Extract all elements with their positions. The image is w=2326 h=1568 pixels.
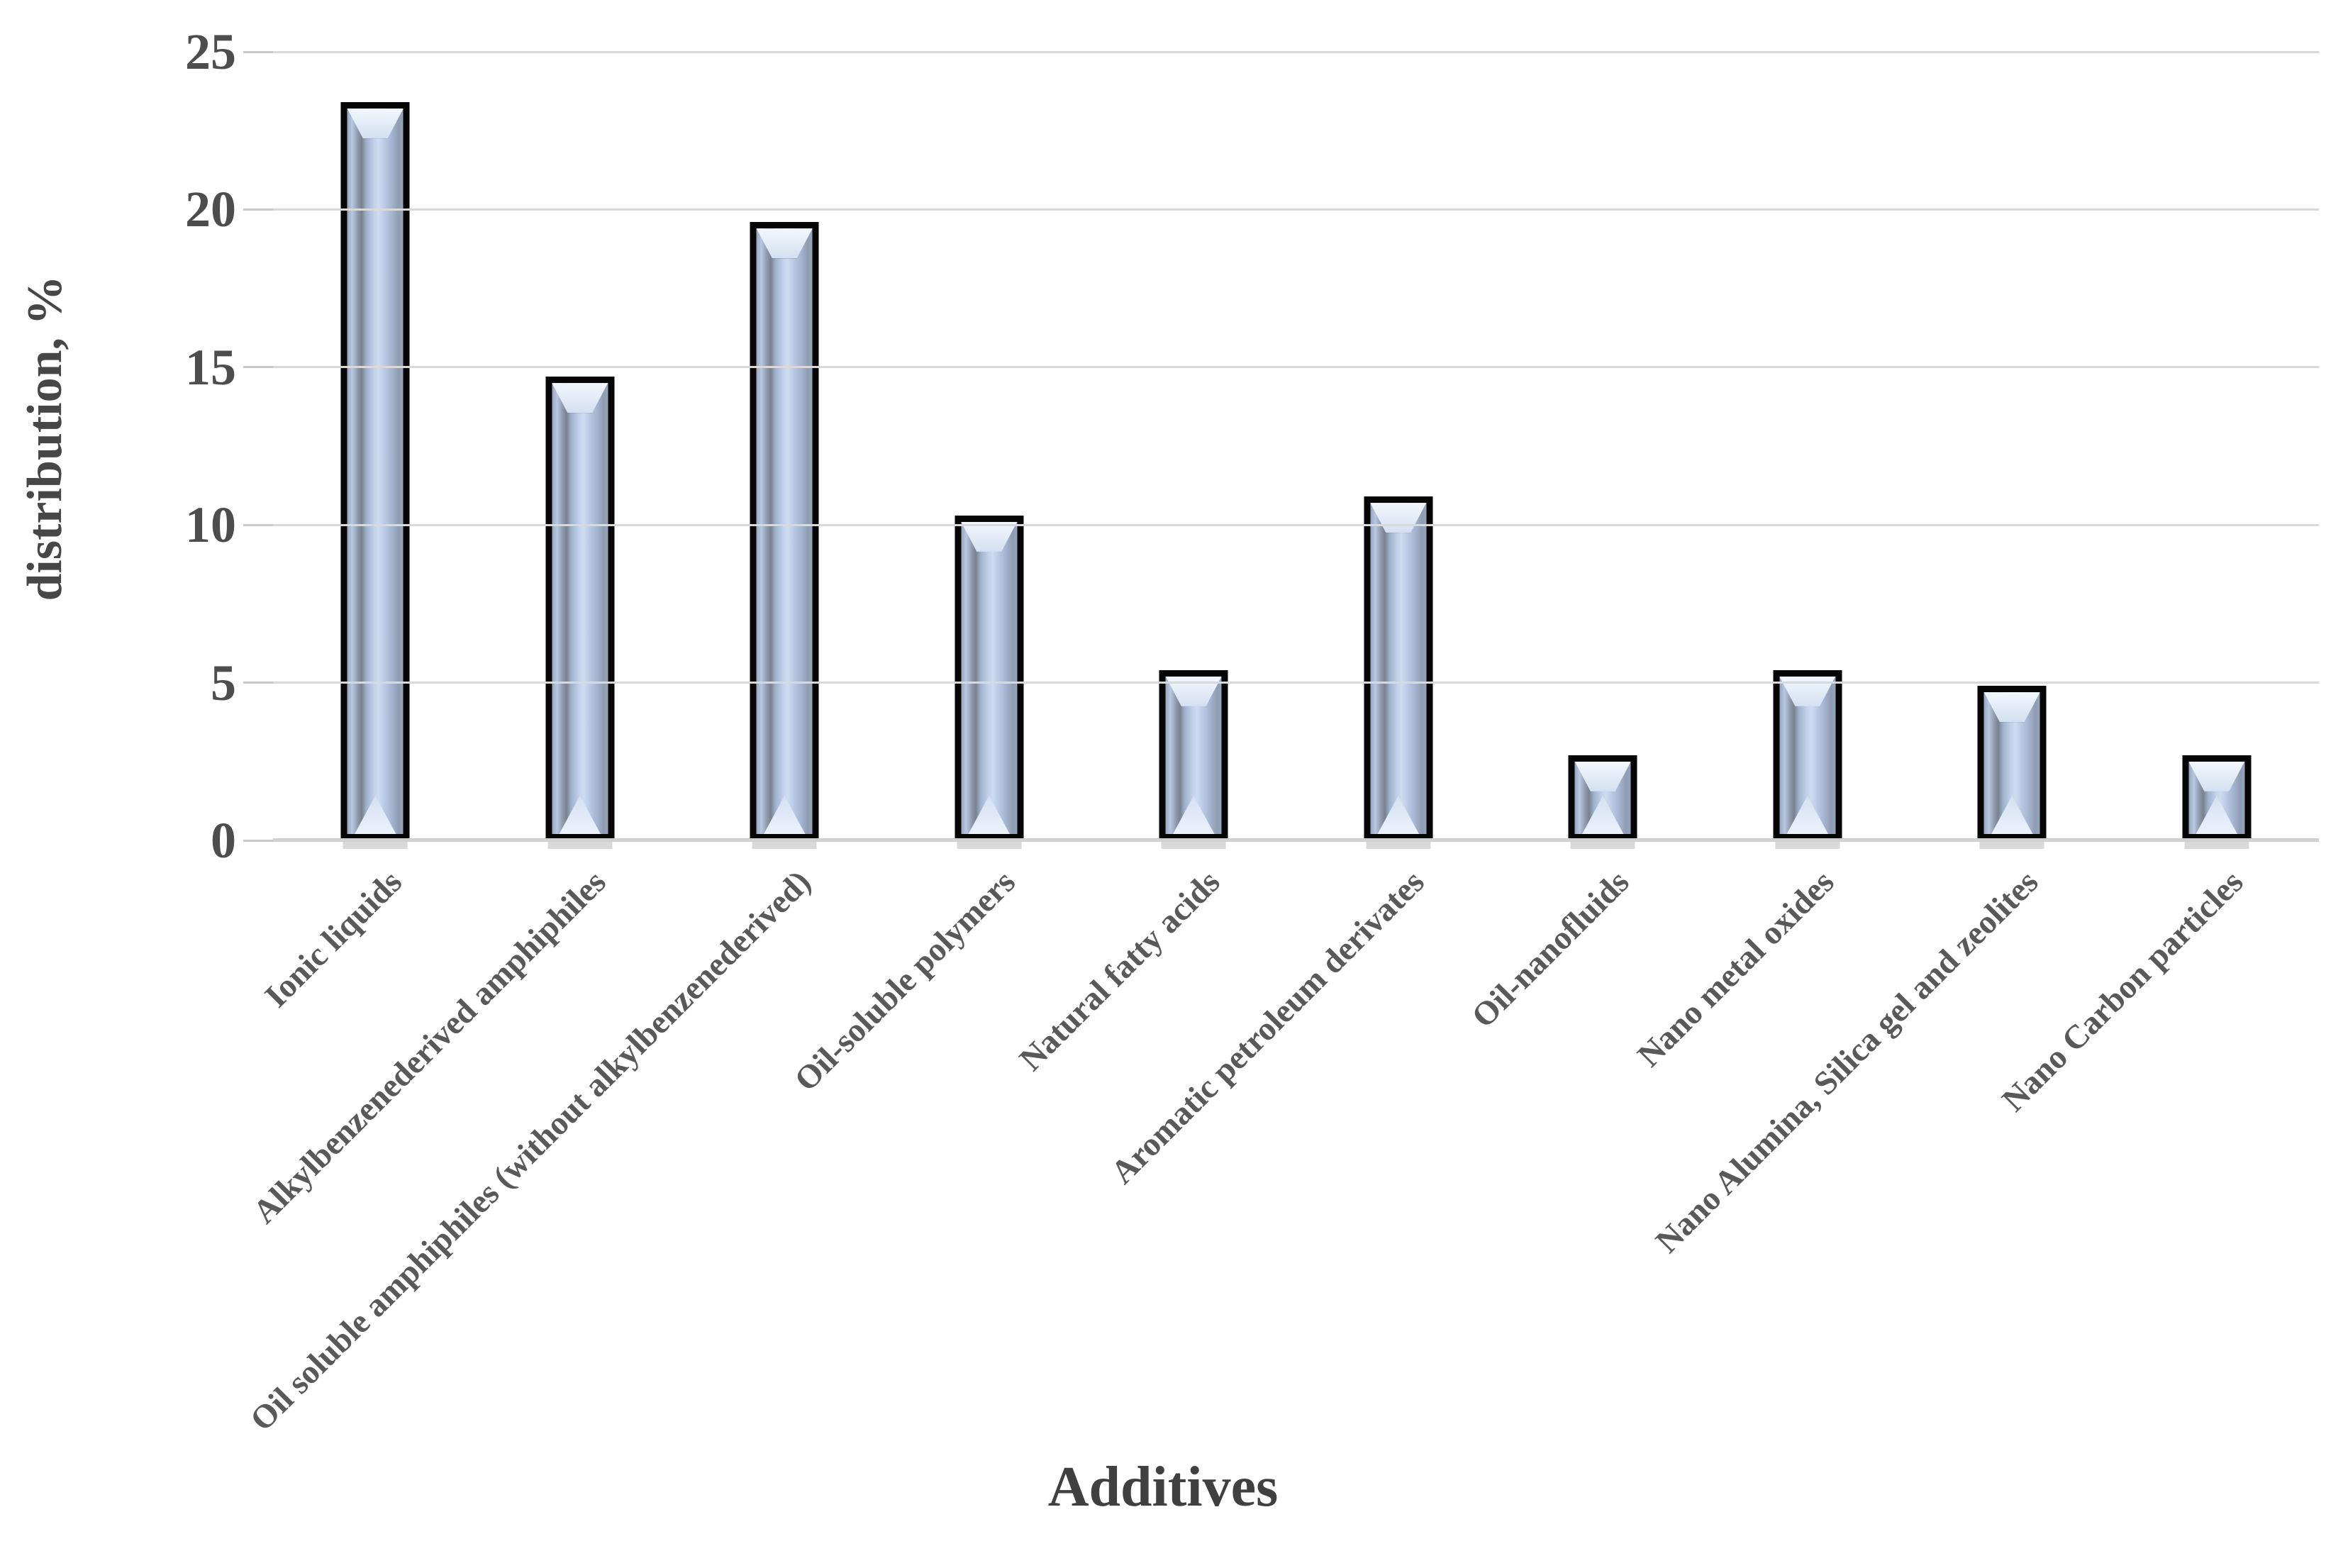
category-label: Natural fatty acids [1012,863,1228,1079]
gridline [273,50,2319,53]
bar [1773,669,1842,840]
y-tick-label: 5 [211,654,236,711]
category-label: Alkylbenzenederived amphiphiles [246,863,614,1231]
y-tick-mark [243,523,273,526]
y-tick-mark [243,682,273,684]
gridline [273,208,2319,211]
category-slot: Alkylbenzenederived amphiphiles [246,52,683,1230]
y-tick-label: 10 [185,496,236,554]
category-label: Oil-nanofluids [1464,863,1637,1035]
gridline [273,682,2319,684]
bar [1364,496,1433,840]
bar [1977,686,2047,840]
bars-container: Ionic liquids Alkylbenzenederived amphiph… [243,52,2320,1438]
category-label: Nano Alumina, Silica gel and zeolites [1649,863,2046,1260]
bar [1159,669,1228,840]
y-tick-label: 20 [185,181,236,238]
category-label: Ionic liquids [257,863,409,1015]
bar [2182,755,2252,840]
gridline [273,523,2319,526]
category-slot: Aromatic petroleum derivates [1104,52,1501,1191]
bar [1568,755,1637,840]
category-slot: Ionic liquids [257,52,478,1015]
gridline [273,366,2319,369]
category-slot: Oil-nanofluids [1465,52,1705,1035]
x-axis-title: Additives [1047,1456,1279,1518]
bar [955,515,1024,840]
category-label: Nano metal oxides [1630,863,1842,1074]
y-tick-mark [243,839,273,842]
category-slot: Natural fatty acids [1013,52,1296,1078]
y-tick-label: 25 [185,23,236,80]
bar [340,102,410,840]
x-axis-line [273,838,2319,842]
y-tick-mark [243,366,273,369]
y-tick-mark [243,50,273,53]
category-label: Oil-soluble polymers [787,863,1023,1099]
y-tick-label: 0 [211,812,236,869]
category-slot: Oil-soluble polymers [788,52,1092,1099]
y-tick-mark [243,208,273,211]
category-slot: Oil soluble amphiphiles (without alkylbe… [243,52,887,1438]
y-axis-title: distribution, % [18,275,72,601]
category-slot: Nano Carbon particles [1995,52,2320,1118]
plot-area: Ionic liquids Alkylbenzenederived amphiph… [185,26,2320,1438]
bar [545,377,615,840]
category-slot: Nano metal oxides [1630,52,1910,1074]
category-label: Nano Carbon particles [1995,863,2251,1119]
y-tick-label: 15 [185,338,236,396]
bar [750,222,819,840]
category-slot: Nano Alumina, Silica gel and zeolites [1649,52,2115,1260]
